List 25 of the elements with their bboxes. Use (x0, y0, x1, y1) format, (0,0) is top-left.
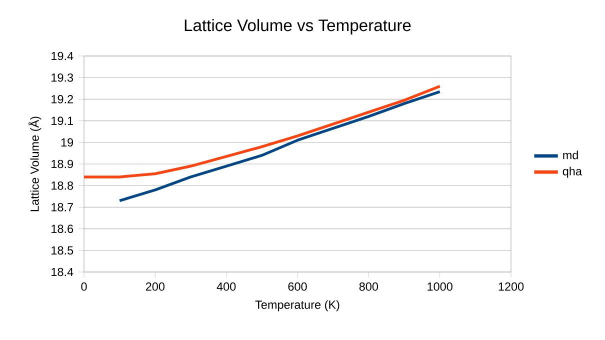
y-tick-label: 18.5 (52, 246, 74, 255)
y-axis-title: Lattice Volume (Å) (28, 116, 42, 212)
x-tick-label: 0 (81, 282, 87, 291)
legend-label: qha (562, 166, 582, 178)
y-tick-label: 19.4 (52, 52, 74, 60)
x-tick-label: 1200 (498, 282, 524, 291)
y-tick-label: 18.8 (52, 181, 74, 190)
y-tick-label: 18.6 (52, 224, 74, 233)
y-tick-label: 19.3 (52, 73, 74, 82)
legend-label: md (563, 150, 578, 160)
x-tick-label: 800 (359, 282, 378, 291)
line-series (84, 84, 442, 178)
y-tick-label: 18.7 (52, 203, 73, 212)
y-tick-label: 19 (61, 138, 74, 147)
x-tick-label: 200 (146, 282, 165, 291)
chart-title: Lattice Volume vs Temperature (184, 19, 411, 35)
y-tick-label: 18.4 (52, 268, 74, 276)
y-tick-label: 19.2 (52, 95, 73, 104)
line-series (118, 90, 442, 202)
x-axis-title: Temperature (K) (255, 300, 340, 312)
y-tick-label: 18.9 (52, 160, 74, 168)
x-tick-label: 400 (216, 282, 236, 291)
x-tick-label: 600 (288, 282, 307, 291)
y-tick-label: 19.1 (52, 116, 73, 125)
x-tick-label: 1000 (428, 282, 452, 291)
